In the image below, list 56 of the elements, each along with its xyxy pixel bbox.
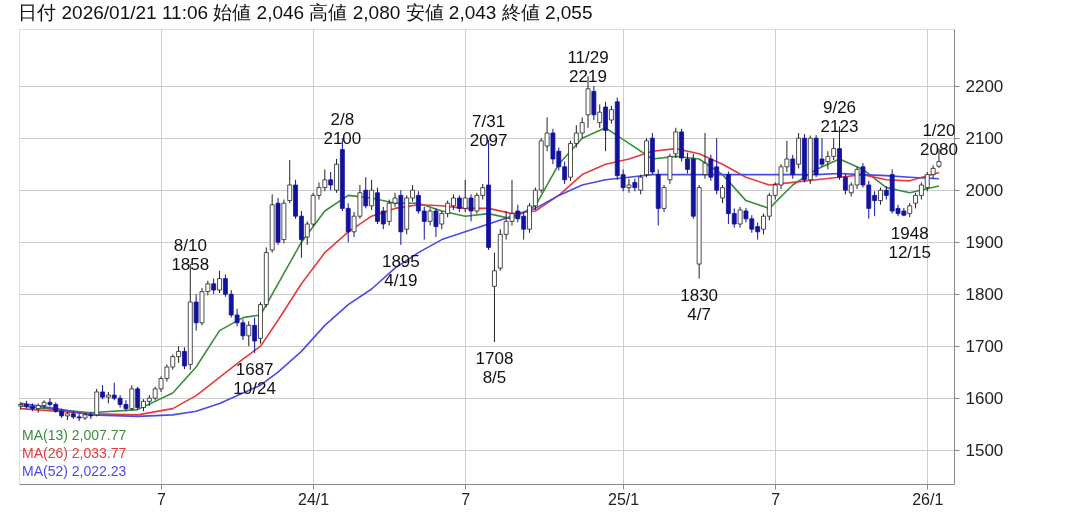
- candlestick: [369, 179, 375, 211]
- candlestick: [462, 179, 468, 213]
- candlestick: [673, 127, 679, 159]
- candlestick: [638, 174, 644, 195]
- x-tick-label: 24/1: [298, 490, 330, 508]
- candlestick: [702, 132, 708, 180]
- x-tick-label: 7: [157, 490, 167, 508]
- y-tick-label: 1600: [965, 388, 1004, 408]
- candlestick: [468, 193, 474, 222]
- chart-title: 日付 2026/01/21 11:06 始値 2,046 高値 2,080 安値 2,043 終値 2,055: [18, 2, 593, 23]
- annotation: 2/8 2100: [323, 110, 362, 149]
- series-label: MA(13) 2,007.77: [22, 427, 127, 443]
- candlestick: [790, 154, 796, 180]
- candlestick: [135, 386, 141, 411]
- y-tick-label: 2100: [965, 128, 1004, 148]
- y-tick-label: 2200: [965, 76, 1004, 96]
- candlestick: [591, 85, 597, 121]
- candlestick: [88, 411, 94, 420]
- y-tick-label: 2000: [965, 180, 1004, 200]
- candlestick: [363, 176, 369, 209]
- annotation: 1830 4/7: [680, 285, 719, 324]
- annotation: 1948 12/15: [888, 224, 931, 263]
- candlestick: [217, 270, 222, 294]
- candlestick: [661, 184, 667, 213]
- candlestick: [129, 384, 135, 412]
- candlestick: [667, 153, 673, 185]
- text: MA(52) 2,022.23: [22, 463, 127, 479]
- x-tick-label: 25/1: [608, 490, 640, 508]
- candlestick: [603, 101, 608, 152]
- y-tick-label: 1900: [965, 232, 1004, 252]
- annotation: 1/20 2080: [920, 120, 958, 159]
- text: MA(26) 2,033.77: [22, 445, 127, 461]
- candlestick: [720, 184, 725, 204]
- annotation: 7/31 2097: [469, 111, 508, 150]
- candlestick: [252, 317, 258, 354]
- annotation: 1708 8/5: [475, 349, 514, 388]
- candlestick: [182, 346, 187, 370]
- y-tick-label: 1500: [965, 440, 1004, 460]
- candlestick: [433, 207, 439, 238]
- x-tick-label: 26/1: [912, 490, 944, 508]
- x-tick-label: 7: [771, 490, 781, 508]
- candlestick: [193, 293, 199, 332]
- candlestick: [287, 159, 293, 204]
- annotation: 11/29 2219: [567, 48, 609, 87]
- candlestick: [492, 252, 497, 343]
- candlestick: [737, 206, 743, 229]
- y-tick-label: 1700: [965, 336, 1004, 356]
- candlestick: [626, 178, 632, 194]
- candlestick: [328, 171, 334, 191]
- y-tick-label: 1800: [965, 284, 1004, 304]
- candlestick: [246, 320, 252, 347]
- x-tick-label: 7: [461, 490, 471, 508]
- annotation: 8/10 1858: [171, 236, 210, 275]
- candlestick: [94, 388, 100, 417]
- candlestick: [597, 103, 603, 129]
- annotation: 9/26 2123: [820, 98, 859, 137]
